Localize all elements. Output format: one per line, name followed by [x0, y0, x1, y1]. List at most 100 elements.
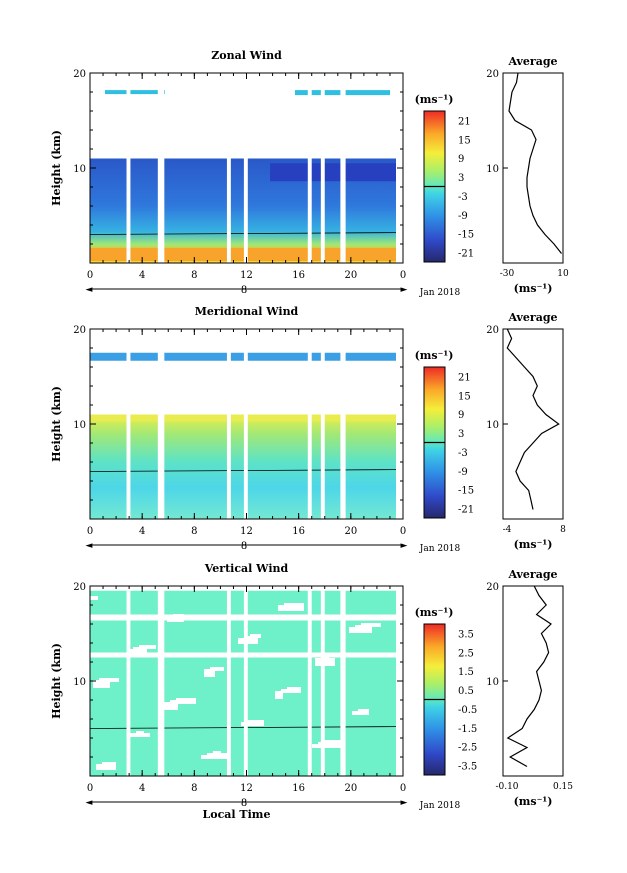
- date-label: Jan 2018: [419, 288, 461, 298]
- date-day: 8: [241, 798, 247, 809]
- profile-frame: [502, 328, 564, 520]
- colorbar-tick-label: -3: [458, 448, 468, 459]
- data-gap-speck: [321, 656, 329, 660]
- data-gap: [157, 586, 165, 776]
- data-gap-speck: [247, 720, 264, 726]
- data-gap-speck: [164, 702, 178, 710]
- colorbar-tick-label: -9: [458, 467, 468, 478]
- data-gap: [226, 73, 231, 263]
- colorbar-tick-label: -21: [458, 249, 474, 260]
- date-bar-start: ◄: [86, 798, 93, 808]
- colorbar-tick-label: 15: [458, 391, 471, 402]
- profile-x-tick-label: 10: [557, 269, 569, 279]
- profile-y-tick-label: 10: [486, 677, 499, 688]
- x-tick-label: 0: [87, 783, 93, 794]
- colorbar-tick-label: 21: [458, 372, 471, 383]
- date-label: Jan 2018: [419, 544, 461, 554]
- data-gap: [340, 329, 346, 519]
- data-gap: [243, 329, 248, 519]
- profile-frame: [502, 72, 564, 264]
- colorbar-tick-label: -15: [458, 230, 474, 241]
- data-gap-speck: [287, 687, 301, 693]
- colorbar-tick-label: 9: [458, 410, 464, 421]
- data-gap: [320, 73, 325, 263]
- x-tick-label: 8: [191, 270, 197, 281]
- profile-x-tick-label: 8: [560, 525, 566, 535]
- x-tick-label: 20: [344, 270, 357, 281]
- x-tick-label: 8: [191, 783, 197, 794]
- data-gap-speck: [312, 744, 323, 748]
- date-bar-end: ►: [401, 798, 408, 808]
- colorbar-tick-label: 1.5: [458, 667, 474, 678]
- data-gap-speck: [204, 669, 215, 677]
- profile-x-label: (ms⁻¹): [514, 282, 553, 295]
- colorbar-tick-label: -1.5: [458, 724, 477, 735]
- x-tick-label: 4: [139, 526, 145, 537]
- colorbar-tick-label: 0.5: [458, 686, 474, 697]
- profile-x-tick-label: -0.10: [495, 782, 518, 792]
- colorbar-tick-label: 9: [458, 154, 464, 165]
- y-axis-label: Height (km): [50, 643, 63, 719]
- data-gap-speck: [250, 634, 261, 638]
- x-tick-label: 4: [139, 270, 145, 281]
- data-gap-speck: [284, 603, 304, 611]
- y-axis-label: Height (km): [50, 130, 63, 206]
- profile-y-tick-label: 10: [486, 164, 499, 175]
- data-gap: [126, 73, 131, 263]
- colorbar-tick-label: -2.5: [458, 743, 477, 754]
- profile-x-tick-label: -30: [500, 269, 515, 279]
- profile-y-tick-label: 20: [486, 69, 499, 80]
- data-band-upper: [90, 352, 396, 361]
- colorbar-tick-label: -9: [458, 211, 468, 222]
- data-gap-speck: [136, 731, 144, 737]
- data-gap: [157, 73, 165, 263]
- data-gap-speck: [176, 698, 196, 704]
- panel-3: Vertical Wind 0 4 8 12 16 20 0 20 10 Height (km) ◄ ►…: [50, 562, 573, 821]
- data-gap: [226, 586, 231, 776]
- profile-title: Average: [507, 311, 557, 324]
- data-gap-speck: [352, 711, 360, 715]
- profile-frame: [502, 585, 564, 777]
- y-tick-label: 20: [73, 69, 86, 80]
- profile-line: [508, 72, 562, 254]
- colorbar-tick-label: -21: [458, 505, 474, 516]
- profile-x-label: (ms⁻¹): [514, 538, 553, 551]
- data-gap-speck: [133, 647, 147, 655]
- x-tick-label: 4: [139, 783, 145, 794]
- data-gap-speck: [99, 678, 119, 682]
- colorbar-tick-label: 3: [458, 173, 464, 184]
- data-gap: [243, 586, 248, 776]
- data-gap: [340, 586, 346, 776]
- date-label: Jan 2018: [419, 801, 461, 811]
- colorbar-tick-label: -0.5: [458, 705, 477, 716]
- date-bar-end: ►: [401, 285, 408, 295]
- date-bar-end: ►: [401, 541, 408, 551]
- y-tick-label: 10: [73, 164, 86, 175]
- data-gap-speck: [93, 680, 110, 688]
- data-gap-speck: [358, 709, 369, 715]
- x-tick-label: 0: [400, 783, 406, 794]
- colorbar-tick-label: -3: [458, 192, 468, 203]
- profile-y-tick-label: 20: [486, 582, 499, 593]
- date-day: 8: [241, 541, 247, 552]
- data-gap: [307, 586, 312, 776]
- x-tick-label: 0: [87, 270, 93, 281]
- data-band-low: [90, 247, 396, 262]
- profile-y-tick-label: 20: [486, 325, 499, 336]
- colorbar-tick-label: -3.5: [458, 762, 477, 773]
- colorbar-tick-label: -15: [458, 486, 474, 497]
- colorbar-units: (ms⁻¹): [415, 349, 454, 362]
- x-tick-label: 8: [191, 526, 197, 537]
- y-tick-label: 10: [73, 420, 86, 431]
- data-gap: [320, 329, 325, 519]
- data-gap-speck: [361, 623, 381, 627]
- data-band-jet: [270, 163, 396, 182]
- data-gap-speck: [127, 649, 138, 655]
- data-gap-speck: [213, 751, 221, 759]
- panel-2: Meridional Wind 0 4 8 12 16 20 0 20 10 Height (km)…: [50, 305, 566, 554]
- data-gap: [226, 329, 231, 519]
- data-gap: [243, 73, 248, 263]
- data-gap: [320, 586, 325, 776]
- x-tick-label: 16: [292, 270, 305, 281]
